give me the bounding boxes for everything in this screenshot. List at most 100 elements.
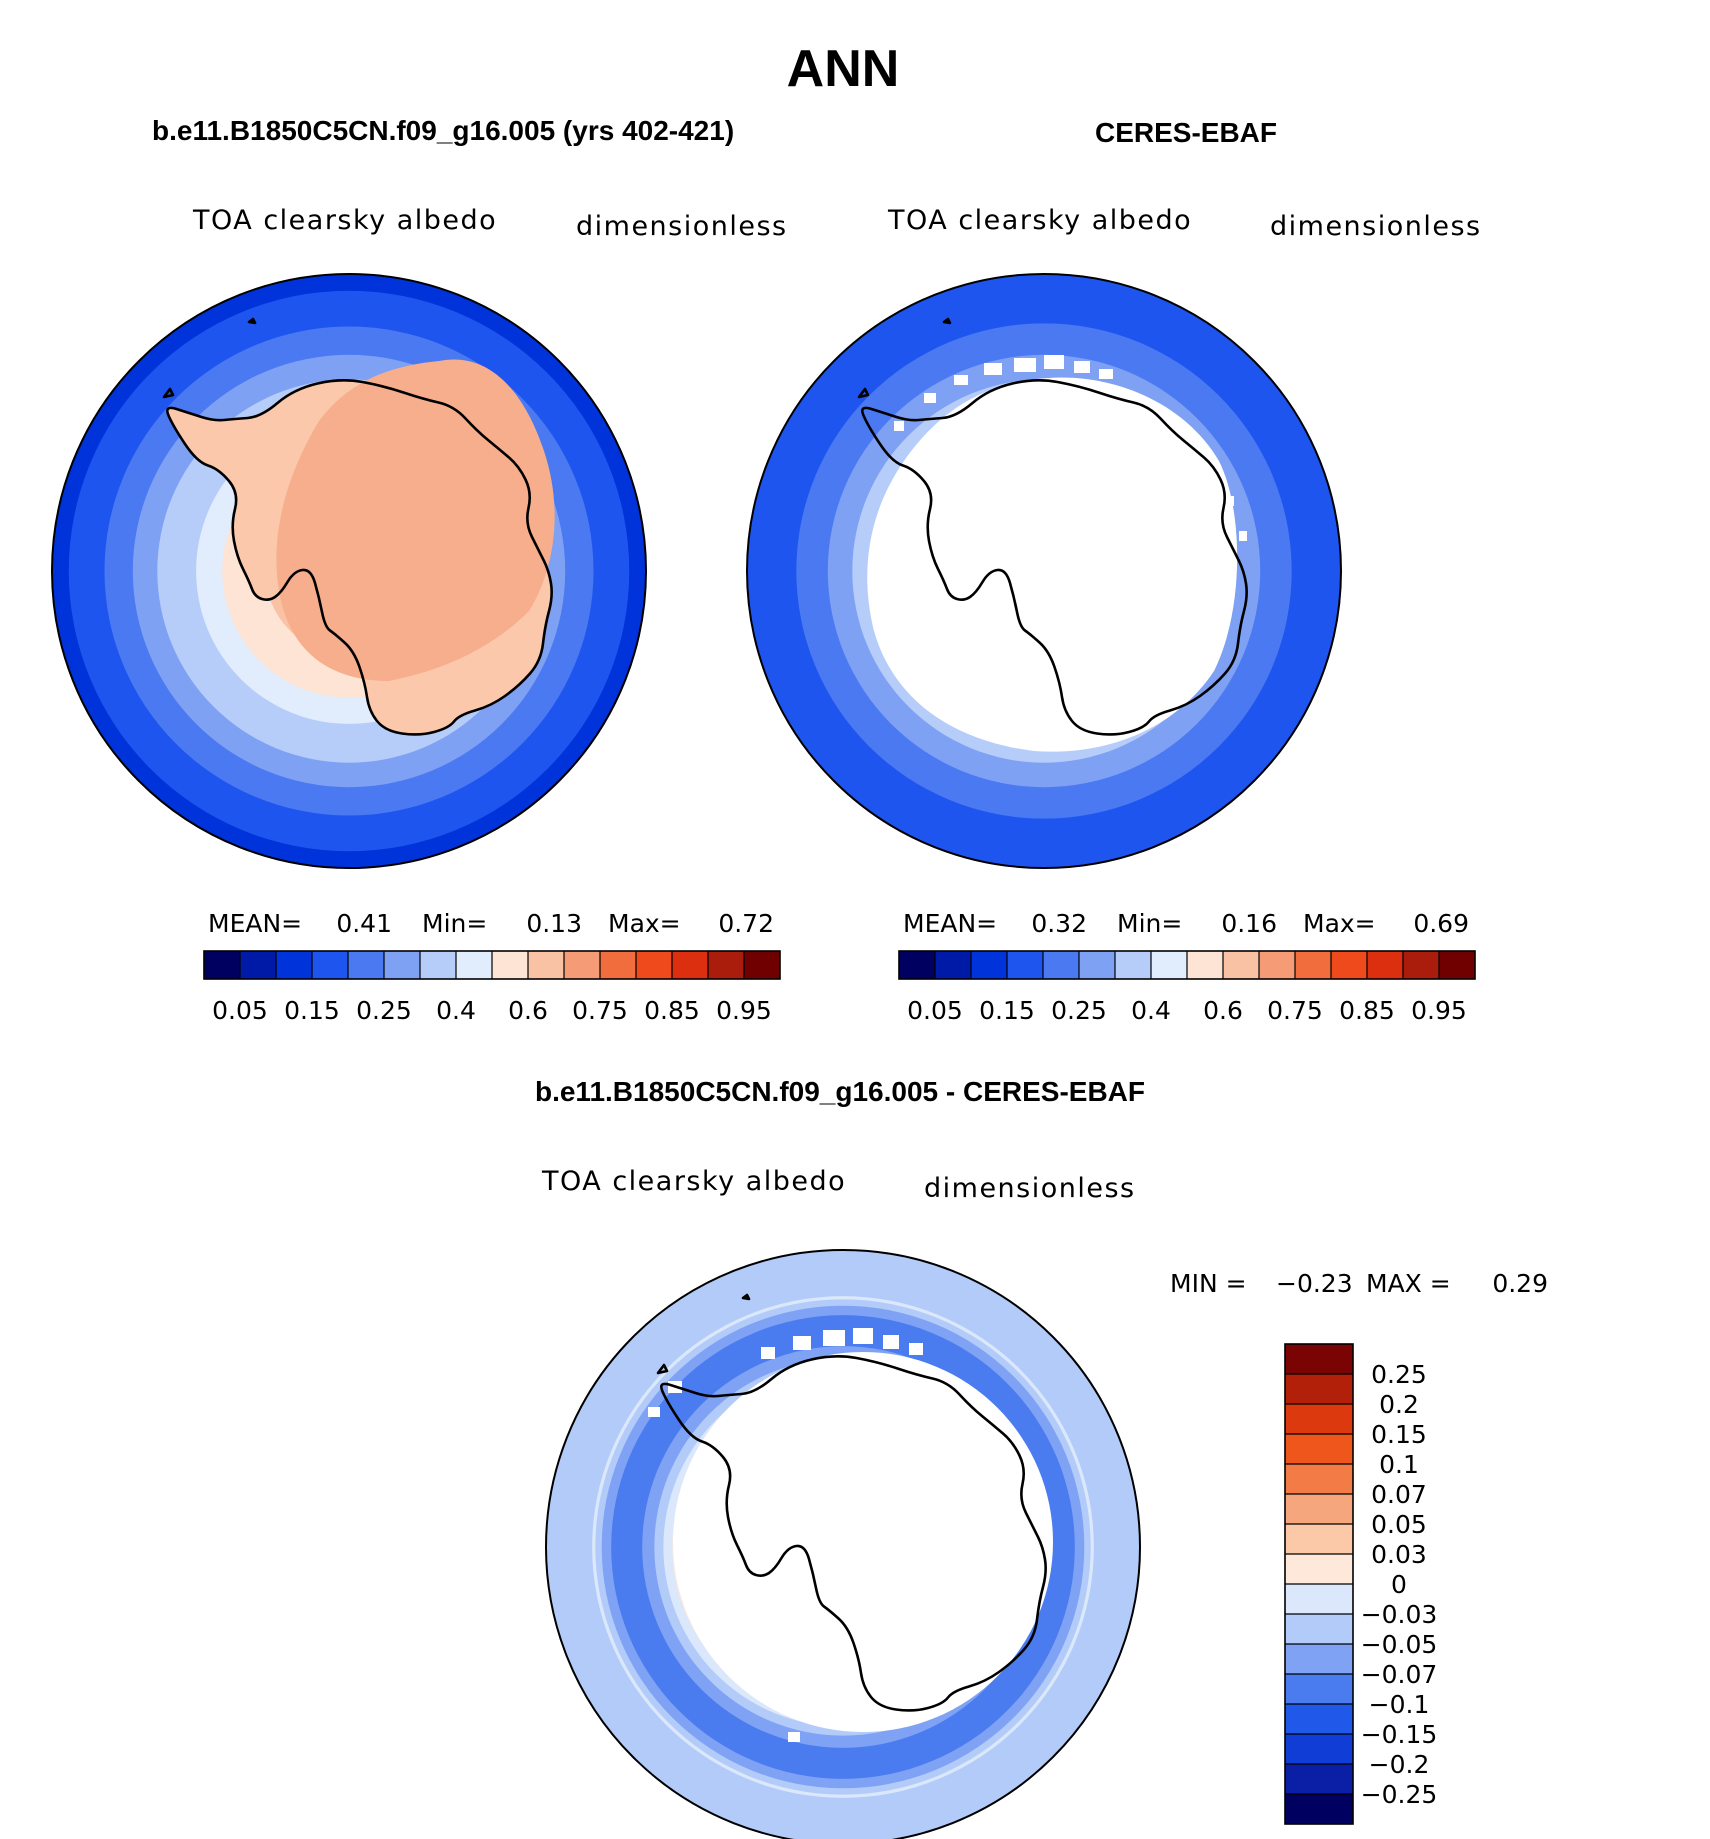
- colorbar-box: [1285, 1674, 1353, 1705]
- colorbar-box: [1285, 1614, 1353, 1645]
- missing-data-hole: [673, 1352, 1053, 1732]
- colorbar-box: [1285, 1494, 1353, 1525]
- colorbar-box: [1285, 1764, 1353, 1795]
- colorbar-box: [1285, 1554, 1353, 1585]
- colorbar-box: [1285, 1794, 1353, 1825]
- missing-data-hole: [867, 377, 1238, 752]
- panel-model-min-value: 0.13: [526, 909, 582, 938]
- colorbar-tick-label: 0.15: [284, 996, 340, 1025]
- panel-obs-coastline: [857, 317, 1248, 736]
- antarctica-interior-contour: [276, 359, 555, 681]
- antarctica-coastline: [660, 1355, 1047, 1712]
- colorbar-box: [1285, 1344, 1353, 1375]
- colorbar-tick-label: 0.95: [1411, 996, 1467, 1025]
- colorbar-box: [528, 951, 565, 979]
- colorbar-tick-label: 0.25: [356, 996, 412, 1025]
- panel-model-max-label: Max=: [608, 909, 681, 938]
- colorbar-tick-label: 0.25: [1371, 1360, 1427, 1389]
- colorbar-box: [1285, 1704, 1353, 1735]
- panel-obs-missing-region: [867, 355, 1247, 752]
- panel-obs-variable-label: TOA clearsky albedo: [887, 205, 1192, 236]
- colorbar-box: [1259, 951, 1296, 979]
- panel-obs-colorbar: 0.05 0.15 0.25 0.4 0.6 0.75 0.85 0.95: [898, 950, 1476, 1025]
- panel-model-colorbar: 0.05 0.15 0.25 0.4 0.6 0.75 0.85 0.95: [203, 950, 781, 1025]
- colorbar-box: [240, 951, 277, 979]
- missing-data-patches: [894, 355, 1247, 747]
- panel-obs-map: [746, 273, 1342, 869]
- panel-obs-mean-label: MEAN=: [903, 909, 997, 938]
- panel-diff-max-label: MAX =: [1366, 1269, 1451, 1298]
- colorbar-tick-label: 0.2: [1379, 1390, 1419, 1419]
- colorbar-box: [1079, 951, 1116, 979]
- colorbar-tick-label: 0: [1391, 1570, 1407, 1599]
- panel-diff-stats: MIN = −0.23 MAX = 0.29: [1170, 1269, 1548, 1298]
- colorbar-box: [1115, 951, 1152, 979]
- antarctica-coastline: [861, 379, 1248, 736]
- panel-model-antarctica-fill: [167, 359, 555, 735]
- panel-obs-mean-value: 0.32: [1031, 909, 1087, 938]
- panel-diff-variable-label: TOA clearsky albedo: [541, 1166, 846, 1197]
- south-georgia-coast: [247, 317, 257, 325]
- colorbar-tick-label: 0.25: [1051, 996, 1107, 1025]
- colorbar-box: [564, 951, 601, 979]
- colorbar-box: [600, 951, 637, 979]
- colorbar-box: [1285, 1524, 1353, 1555]
- colorbar-box: [935, 951, 972, 979]
- panel-diff-coastline: [656, 1293, 1047, 1712]
- panel-diff-min-label: MIN =: [1170, 1269, 1247, 1298]
- figure-title: ANN: [787, 40, 900, 98]
- panel-model-map-border: [51, 273, 647, 869]
- colorbar-box: [1403, 951, 1440, 979]
- panel-obs-max-label: Max=: [1303, 909, 1376, 938]
- colorbar-box: [1043, 951, 1080, 979]
- colorbar-tick-label: −0.05: [1361, 1630, 1438, 1659]
- panel-obs-units-label: dimensionless: [1270, 211, 1482, 242]
- colorbar-tick-label: 0.4: [1131, 996, 1171, 1025]
- colorbar-box: [708, 951, 745, 979]
- panel-obs-map-border: [746, 273, 1342, 869]
- colorbar-box: [1223, 951, 1260, 979]
- panel-model-units-label: dimensionless: [576, 211, 788, 242]
- colorbar-box: [1285, 1584, 1353, 1615]
- panel-model: b.e11.B1850C5CN.f09_g16.005 (yrs 402-421…: [51, 115, 788, 1025]
- panel-model-mean-value: 0.41: [336, 909, 392, 938]
- colorbar-tick-label: 0.15: [979, 996, 1035, 1025]
- colorbar-outline: [203, 950, 781, 980]
- panel-diff-title: b.e11.B1850C5CN.f09_g16.005 - CERES-EBAF: [535, 1076, 1145, 1107]
- south-america-tip-coast: [656, 1363, 669, 1375]
- panel-model-map: [51, 273, 647, 869]
- colorbar-box: [1151, 951, 1188, 979]
- panel-diff-min-value: −0.23: [1276, 1269, 1353, 1298]
- colorbar-tick-label: 0.85: [1339, 996, 1395, 1025]
- colorbar-tick-label: −0.2: [1369, 1750, 1430, 1779]
- colorbar-tick-label: −0.25: [1361, 1780, 1438, 1809]
- colorbar-tick-label: 0.05: [212, 996, 268, 1025]
- colorbar-tick-label: 0.15: [1371, 1420, 1427, 1449]
- colorbar-box: [1285, 1734, 1353, 1765]
- colorbar-outline: [1284, 1343, 1354, 1825]
- panel-diff-missing-region: [648, 1328, 1053, 1742]
- panel-diff-max-value: 0.29: [1492, 1269, 1548, 1298]
- panel-obs-min-label: Min=: [1117, 909, 1182, 938]
- colorbar-box: [971, 951, 1008, 979]
- panel-diff-map: [545, 1249, 1141, 1839]
- panel-model-title: b.e11.B1850C5CN.f09_g16.005 (yrs 402-421…: [152, 115, 734, 146]
- colorbar-tick-label: −0.1: [1369, 1690, 1430, 1719]
- colorbar-box: [1187, 951, 1224, 979]
- colorbar-box: [1439, 951, 1476, 979]
- colorbar-box: [744, 951, 781, 979]
- colorbar-box: [312, 951, 349, 979]
- colorbar-tick-label: 0.4: [436, 996, 476, 1025]
- colorbar-box: [204, 951, 241, 979]
- colorbar-tick-label: 0.75: [1267, 996, 1323, 1025]
- colorbar-tick-label: −0.07: [1361, 1660, 1438, 1689]
- south-america-tip-coast: [162, 387, 175, 399]
- colorbar-outline: [898, 950, 1476, 980]
- panel-obs-min-value: 0.16: [1221, 909, 1277, 938]
- panel-obs-max-value: 0.69: [1413, 909, 1469, 938]
- colorbar-tick-label: 0.07: [1371, 1480, 1427, 1509]
- colorbar-tick-label: −0.15: [1361, 1720, 1438, 1749]
- colorbar-tick-label: 0.6: [1203, 996, 1243, 1025]
- panel-model-min-label: Min=: [422, 909, 487, 938]
- colorbar-tick-label: 0.05: [1371, 1510, 1427, 1539]
